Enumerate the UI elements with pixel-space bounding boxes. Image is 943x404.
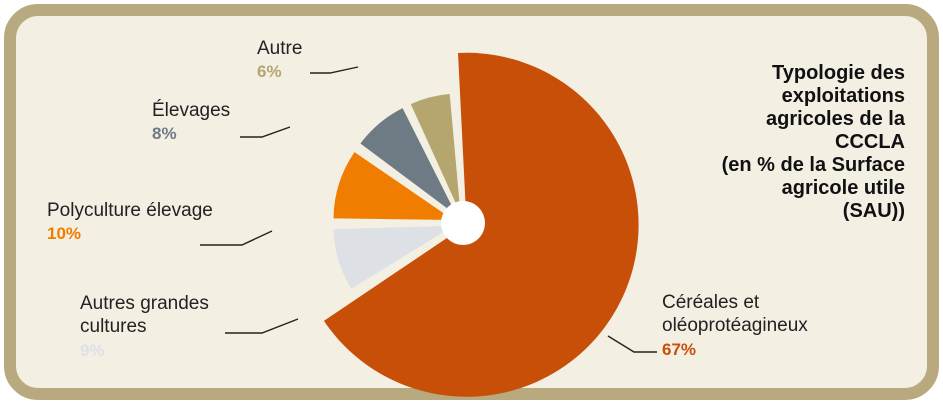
pie-slice-autre — [410, 93, 461, 214]
chart-title: Typologie des exploitations agricoles de… — [721, 62, 905, 222]
leader-lines — [200, 66, 657, 353]
slice-label-autres-grandes-cultures: Autres grandes cultures — [80, 293, 209, 337]
pie-center-hole — [441, 201, 485, 245]
leader-line-autre — [310, 66, 359, 74]
slice-label-cereales: Céréales et oléoprotéagineux — [662, 292, 808, 336]
pie-slice-autres-grandes-cultures — [333, 225, 454, 289]
leader-line-elevages — [240, 126, 291, 138]
leader-line-polyculture-elevage — [200, 230, 273, 246]
leader-line-cereales — [607, 335, 657, 353]
pie-slice-elevages — [360, 108, 457, 216]
slice-value-autres-grandes-cultures: 9% — [80, 341, 105, 360]
slice-label-autre: Autre — [257, 38, 303, 59]
slice-value-elevages: 8% — [152, 124, 177, 143]
slice-value-autre: 6% — [257, 62, 282, 81]
slice-label-elevages: Élevages — [152, 100, 231, 121]
pie-slice-polyculture-elevage — [333, 152, 454, 220]
slice-label-polyculture-elevage: Polyculture élevage — [47, 200, 213, 221]
slice-value-polyculture-elevage: 10% — [47, 224, 82, 243]
leader-line-autres-grandes-cultures — [225, 318, 299, 334]
slice-value-cereales: 67% — [662, 340, 697, 359]
